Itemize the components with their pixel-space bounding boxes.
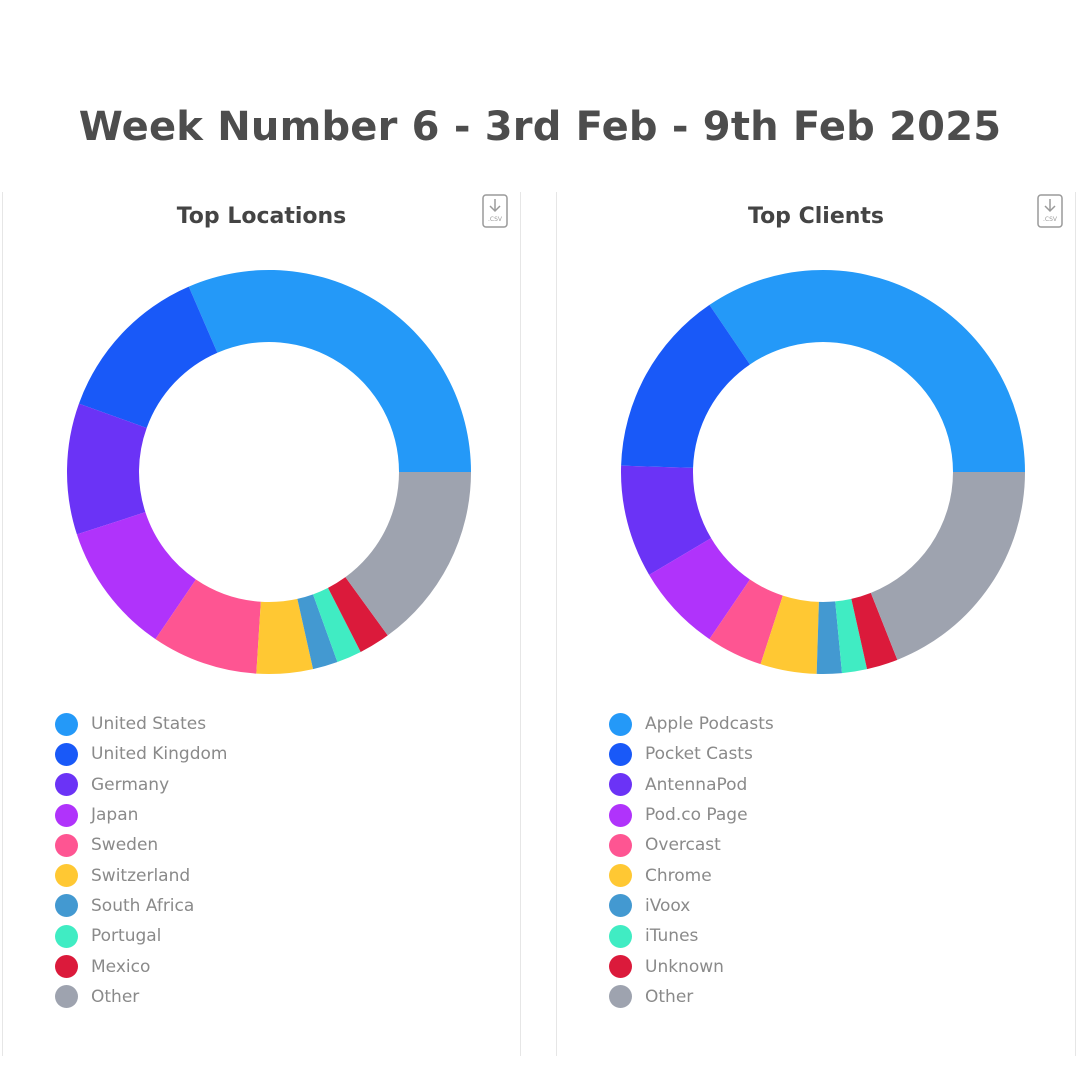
legend-item-other[interactable]: Other (609, 982, 774, 1012)
legend-label: United States (91, 714, 207, 735)
slice-portugal[interactable] (313, 587, 361, 663)
legend-item-mexico[interactable]: Mexico (55, 951, 227, 981)
legend-label: Apple Podcasts (645, 714, 774, 735)
legend-item-ivoox[interactable]: iVoox (609, 891, 774, 921)
legend-item-germany[interactable]: Germany (55, 770, 227, 800)
legend-label: Germany (91, 774, 170, 795)
legend-item-united-kingdom[interactable]: United Kingdom (55, 739, 227, 769)
legend-swatch (55, 712, 78, 736)
legend-item-unknown[interactable]: Unknown (609, 951, 774, 981)
legend-label: iVoox (645, 895, 691, 916)
slice-switzerland[interactable] (256, 598, 314, 674)
legend-swatch (55, 894, 78, 918)
slice-ivoox[interactable] (816, 601, 843, 674)
legend-swatch (609, 773, 632, 797)
legend-swatch (609, 894, 632, 918)
legend-swatch (55, 924, 78, 948)
csv-download-icon[interactable]: .CSV (482, 194, 508, 228)
legend-swatch (609, 742, 632, 766)
legend-label: Switzerland (91, 865, 191, 886)
legend-label: Pocket Casts (645, 744, 753, 765)
slice-united-states[interactable] (188, 269, 471, 472)
legend-item-chrome[interactable]: Chrome (609, 860, 774, 890)
top-clients-panel: Top Clients .CSV Apple Podcasts Pocket Ca… (556, 192, 1076, 1056)
top-clients-donut (621, 270, 1025, 674)
legend-item-switzerland[interactable]: Switzerland (55, 860, 227, 890)
slice-other[interactable] (870, 472, 1025, 660)
legend-item-united-states[interactable]: United States (55, 709, 227, 739)
slice-pod-co-page[interactable] (649, 538, 750, 640)
top-clients-legend: Apple Podcasts Pocket Casts AntennaPod Pod.… (609, 709, 774, 1012)
legend-item-portugal[interactable]: Portugal (55, 921, 227, 951)
legend-item-overcast[interactable]: Overcast (609, 830, 774, 860)
legend-label: United Kingdom (91, 744, 228, 765)
top-locations-donut (66, 269, 471, 674)
slice-south-africa[interactable] (297, 594, 338, 670)
legend-swatch (609, 924, 632, 948)
legend-swatch (55, 773, 78, 797)
slice-sweden[interactable] (155, 579, 261, 674)
legend-label: Mexico (91, 956, 151, 977)
svg-text:.CSV: .CSV (488, 216, 503, 223)
svg-text:.CSV: .CSV (1043, 216, 1058, 223)
legend-label: Pod.co Page (645, 805, 748, 826)
legend-swatch (609, 833, 632, 857)
legend-swatch (55, 833, 78, 857)
legend-label: Unknown (645, 956, 724, 977)
legend-swatch (55, 864, 78, 888)
chart-title: Top Clients (747, 204, 885, 229)
legend-item-pod-co-page[interactable]: Pod.co Page (609, 800, 774, 830)
legend-item-japan[interactable]: Japan (55, 800, 227, 830)
legend-label: Sweden (91, 835, 159, 856)
slice-unknown[interactable] (851, 592, 898, 670)
slice-other[interactable] (345, 472, 471, 636)
legend-swatch (609, 803, 632, 827)
legend-label: Other (645, 986, 694, 1007)
legend-label: Portugal (91, 926, 162, 947)
legend-label: AntennaPod (645, 774, 748, 795)
slice-germany[interactable] (66, 403, 147, 535)
legend-label: Chrome (645, 865, 712, 886)
slice-japan[interactable] (76, 512, 196, 640)
slice-mexico[interactable] (328, 577, 388, 652)
legend-swatch (55, 955, 78, 979)
page-title: Week Number 6 - 3rd Feb - 9th Feb 2025 (78, 104, 1002, 150)
legend-label: Overcast (645, 835, 721, 856)
legend-swatch (55, 803, 78, 827)
legend-label: South Africa (91, 895, 195, 916)
legend-swatch (609, 864, 632, 888)
legend-item-antennapod[interactable]: AntennaPod (609, 770, 774, 800)
legend-label: Other (91, 986, 140, 1007)
legend-item-sweden[interactable]: Sweden (55, 830, 227, 860)
chart-title: Top Locations (176, 204, 347, 229)
legend-item-other[interactable]: Other (55, 982, 227, 1012)
slice-united-kingdom[interactable] (78, 286, 218, 428)
slice-chrome[interactable] (760, 595, 819, 674)
legend-swatch (55, 742, 78, 766)
top-locations-panel: Top Locations .CSV United States United K… (2, 192, 521, 1056)
legend-item-south-africa[interactable]: South Africa (55, 891, 227, 921)
slice-itunes[interactable] (835, 598, 868, 674)
legend-label: iTunes (645, 926, 699, 947)
slice-apple-podcasts[interactable] (709, 270, 1025, 472)
legend-swatch (55, 985, 78, 1009)
slice-overcast[interactable] (709, 579, 783, 665)
slice-antennapod[interactable] (621, 465, 712, 575)
top-locations-legend: United States United Kingdom Germany Japan S… (55, 709, 227, 1012)
csv-download-icon[interactable]: .CSV (1037, 194, 1063, 228)
legend-item-apple-podcasts[interactable]: Apple Podcasts (609, 709, 774, 739)
legend-item-itunes[interactable]: iTunes (609, 921, 774, 951)
legend-item-pocket-casts[interactable]: Pocket Casts (609, 739, 774, 769)
legend-label: Japan (91, 805, 139, 826)
legend-swatch (609, 712, 632, 736)
legend-swatch (609, 955, 632, 979)
legend-swatch (609, 985, 632, 1009)
slice-pocket-casts[interactable] (621, 304, 750, 468)
